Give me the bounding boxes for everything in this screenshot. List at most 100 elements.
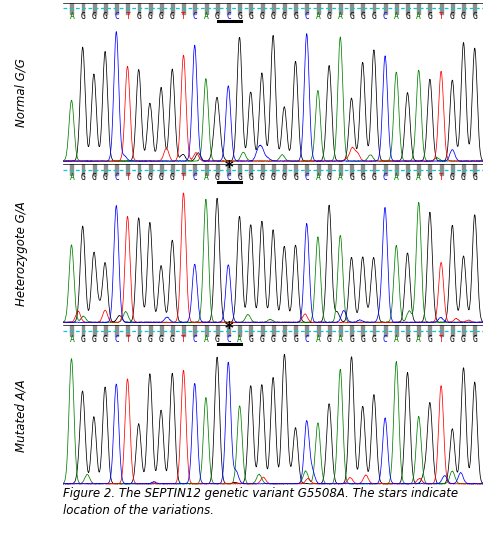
Bar (193, 164, 196, 175)
Text: A: A (316, 335, 321, 344)
Bar (104, 3, 107, 14)
Bar (261, 3, 264, 14)
Bar (328, 325, 331, 337)
Text: G: G (282, 335, 287, 344)
Bar (138, 164, 141, 175)
Text: A: A (338, 12, 343, 21)
Text: A: A (416, 12, 421, 21)
Text: A: A (69, 12, 74, 21)
Text: *: * (225, 320, 234, 338)
Bar (171, 3, 174, 14)
Bar (451, 3, 454, 14)
Bar (406, 164, 409, 175)
Bar (350, 325, 353, 337)
Bar (183, 3, 185, 14)
Bar (462, 325, 465, 337)
Bar (126, 3, 129, 14)
Text: G: G (170, 12, 175, 21)
Bar (294, 3, 297, 14)
Bar (417, 3, 420, 14)
Text: G: G (260, 12, 264, 21)
Bar (339, 164, 342, 175)
Text: G: G (450, 335, 455, 344)
Bar (395, 325, 398, 337)
Text: G: G (472, 173, 477, 182)
Bar (227, 325, 230, 337)
Text: T: T (125, 173, 130, 182)
Bar (462, 3, 465, 14)
Bar (238, 325, 241, 337)
Text: G: G (159, 173, 164, 182)
Text: A: A (338, 173, 343, 182)
Bar (115, 164, 118, 175)
Text: A: A (416, 173, 421, 182)
Bar (473, 325, 476, 337)
Bar (462, 164, 465, 175)
Bar (283, 164, 286, 175)
Bar (183, 164, 185, 175)
Bar (328, 164, 331, 175)
Text: G: G (137, 12, 142, 21)
Text: G: G (472, 335, 477, 344)
Text: G: G (371, 335, 376, 344)
Text: G: G (148, 173, 153, 182)
Bar (317, 164, 320, 175)
Text: G: G (215, 12, 220, 21)
Text: A: A (394, 12, 399, 21)
Bar (473, 3, 476, 14)
Text: Mutated A/A: Mutated A/A (15, 379, 28, 452)
Text: T: T (182, 12, 186, 21)
Text: G: G (260, 335, 264, 344)
Text: C: C (226, 12, 231, 21)
Text: C: C (305, 173, 309, 182)
Text: C: C (305, 12, 309, 21)
Text: G: G (461, 335, 466, 344)
Bar (272, 325, 275, 337)
Text: G: G (248, 12, 253, 21)
Text: G: G (215, 335, 220, 344)
Bar (440, 164, 443, 175)
Bar (417, 325, 420, 337)
Text: G: G (92, 12, 97, 21)
Text: C: C (226, 173, 231, 182)
Bar (305, 3, 308, 14)
Text: G: G (137, 335, 142, 344)
Bar (406, 325, 409, 337)
Text: G: G (159, 12, 164, 21)
Text: G: G (92, 173, 97, 182)
Bar (81, 164, 84, 175)
Text: T: T (182, 173, 186, 182)
Text: T: T (125, 12, 130, 21)
Bar (171, 325, 174, 337)
Text: A: A (416, 335, 421, 344)
Bar (350, 164, 353, 175)
Text: G: G (282, 12, 287, 21)
Text: A: A (394, 173, 399, 182)
Bar (305, 164, 308, 175)
Bar (350, 3, 353, 14)
Text: G: G (148, 335, 153, 344)
Text: G: G (215, 173, 220, 182)
Text: C: C (192, 335, 197, 344)
Text: T: T (439, 173, 444, 182)
Bar (160, 325, 163, 337)
Bar (305, 325, 308, 337)
Bar (70, 325, 73, 337)
Text: Heterozygote G/A: Heterozygote G/A (15, 202, 28, 307)
Bar (372, 325, 375, 337)
Text: C: C (305, 335, 309, 344)
Text: G: G (81, 12, 85, 21)
Bar (204, 164, 207, 175)
Text: G: G (371, 12, 376, 21)
Text: G: G (271, 173, 276, 182)
Text: A: A (203, 12, 208, 21)
Text: G: G (237, 173, 242, 182)
Text: G: G (293, 12, 298, 21)
Text: G: G (271, 335, 276, 344)
Text: G: G (103, 12, 108, 21)
Bar (138, 325, 141, 337)
Bar (149, 325, 152, 337)
Text: C: C (383, 173, 387, 182)
Bar (417, 164, 420, 175)
Bar (249, 164, 252, 175)
